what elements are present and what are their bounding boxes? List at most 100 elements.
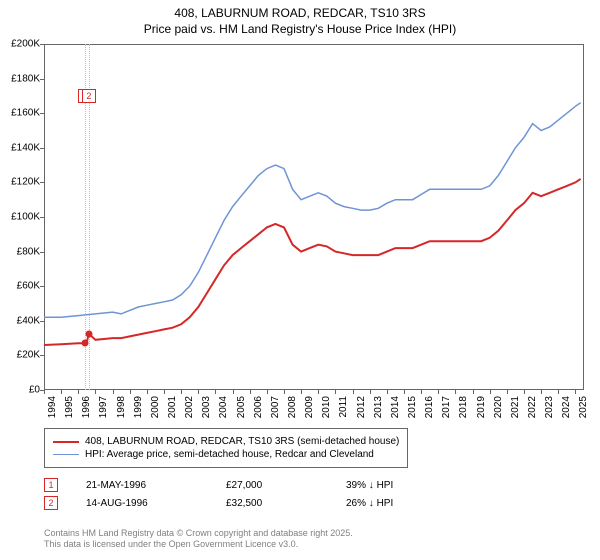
xtick-label: 2015 [407, 396, 418, 418]
sale-dot [85, 330, 92, 337]
ytick-mark [40, 79, 44, 80]
xtick-label: 2021 [510, 396, 521, 418]
sales-row: 2 14-AUG-1996£32,50026% ↓ HPI [44, 496, 466, 510]
xtick-mark [130, 390, 131, 394]
chart-container: 408, LABURNUM ROAD, REDCAR, TS10 3RS Pri… [0, 0, 600, 560]
xtick-label: 2000 [150, 396, 161, 418]
legend-text: HPI: Average price, semi-detached house,… [85, 449, 374, 460]
xtick-mark [507, 390, 508, 394]
ytick-label: £180K [2, 73, 40, 84]
xtick-label: 2024 [561, 396, 572, 418]
xtick-label: 2002 [184, 396, 195, 418]
xtick-label: 2007 [270, 396, 281, 418]
title-block: 408, LABURNUM ROAD, REDCAR, TS10 3RS Pri… [0, 0, 600, 37]
xtick-label: 2025 [578, 396, 589, 418]
legend-swatch [53, 454, 79, 456]
ytick-mark [40, 148, 44, 149]
sale-dot [81, 340, 88, 347]
xtick-mark [353, 390, 354, 394]
sales-row-price: £32,500 [226, 498, 346, 509]
xtick-mark [250, 390, 251, 394]
footer-line1: Contains HM Land Registry data © Crown c… [44, 528, 353, 539]
xtick-mark [473, 390, 474, 394]
xtick-label: 2008 [287, 396, 298, 418]
ytick-mark [40, 286, 44, 287]
xtick-mark [181, 390, 182, 394]
xtick-mark [147, 390, 148, 394]
xtick-mark [387, 390, 388, 394]
xtick-label: 2011 [338, 396, 349, 418]
xtick-mark [524, 390, 525, 394]
xtick-label: 2017 [441, 396, 452, 418]
sales-row-price: £27,000 [226, 480, 346, 491]
xtick-label: 2004 [218, 396, 229, 418]
title-line2: Price paid vs. HM Land Registry's House … [0, 22, 600, 38]
xtick-label: 2018 [458, 396, 469, 418]
chart-lines [44, 44, 584, 390]
xtick-mark [44, 390, 45, 394]
ytick-label: £200K [2, 39, 40, 50]
ytick-mark [40, 252, 44, 253]
xtick-mark [301, 390, 302, 394]
ytick-label: £0 [2, 385, 40, 396]
ytick-label: £20K [2, 350, 40, 361]
xtick-mark [215, 390, 216, 394]
xtick-mark [164, 390, 165, 394]
ytick-label: £160K [2, 108, 40, 119]
xtick-mark [558, 390, 559, 394]
xtick-label: 2023 [544, 396, 555, 418]
legend-text: 408, LABURNUM ROAD, REDCAR, TS10 3RS (se… [85, 436, 399, 447]
sale-marker: 2 [82, 89, 96, 103]
sales-row: 1 21-MAY-1996£27,00039% ↓ HPI [44, 478, 466, 492]
ytick-label: £40K [2, 315, 40, 326]
sales-row-pct: 39% ↓ HPI [346, 480, 466, 491]
footer: Contains HM Land Registry data © Crown c… [44, 528, 353, 551]
xtick-mark [61, 390, 62, 394]
ytick-label: £80K [2, 246, 40, 257]
xtick-mark [233, 390, 234, 394]
ytick-label: £100K [2, 212, 40, 223]
ytick-label: £140K [2, 142, 40, 153]
footer-line2: This data is licensed under the Open Gov… [44, 539, 353, 550]
xtick-label: 2005 [236, 396, 247, 418]
ytick-mark [40, 44, 44, 45]
legend-row: 408, LABURNUM ROAD, REDCAR, TS10 3RS (se… [53, 436, 399, 447]
ytick-mark [40, 217, 44, 218]
legend-swatch [53, 441, 79, 443]
chart-area: £0£20K£40K£60K£80K£100K£120K£140K£160K£1… [44, 44, 584, 390]
xtick-mark [541, 390, 542, 394]
xtick-label: 2022 [527, 396, 538, 418]
xtick-label: 1996 [81, 396, 92, 418]
title-line1: 408, LABURNUM ROAD, REDCAR, TS10 3RS [0, 6, 600, 22]
sales-row-pct: 26% ↓ HPI [346, 498, 466, 509]
xtick-mark [455, 390, 456, 394]
ytick-mark [40, 321, 44, 322]
sales-row-marker: 2 [44, 496, 58, 510]
xtick-label: 2006 [253, 396, 264, 418]
xtick-mark [284, 390, 285, 394]
ytick-mark [40, 182, 44, 183]
xtick-mark [490, 390, 491, 394]
xtick-mark [318, 390, 319, 394]
xtick-mark [95, 390, 96, 394]
xtick-label: 2003 [201, 396, 212, 418]
xtick-mark [267, 390, 268, 394]
xtick-label: 2014 [390, 396, 401, 418]
xtick-mark [404, 390, 405, 394]
xtick-mark [113, 390, 114, 394]
sales-row-date: 21-MAY-1996 [86, 480, 226, 491]
xtick-label: 2019 [476, 396, 487, 418]
xtick-label: 2013 [373, 396, 384, 418]
series-hpi [44, 103, 581, 317]
xtick-label: 2016 [424, 396, 435, 418]
sales-row-date: 14-AUG-1996 [86, 498, 226, 509]
xtick-label: 1997 [98, 396, 109, 418]
xtick-mark [370, 390, 371, 394]
xtick-mark [198, 390, 199, 394]
xtick-mark [421, 390, 422, 394]
xtick-label: 2012 [356, 396, 367, 418]
legend-row: HPI: Average price, semi-detached house,… [53, 449, 399, 460]
xtick-label: 2020 [493, 396, 504, 418]
xtick-label: 1995 [64, 396, 75, 418]
sales-row-marker: 1 [44, 478, 58, 492]
